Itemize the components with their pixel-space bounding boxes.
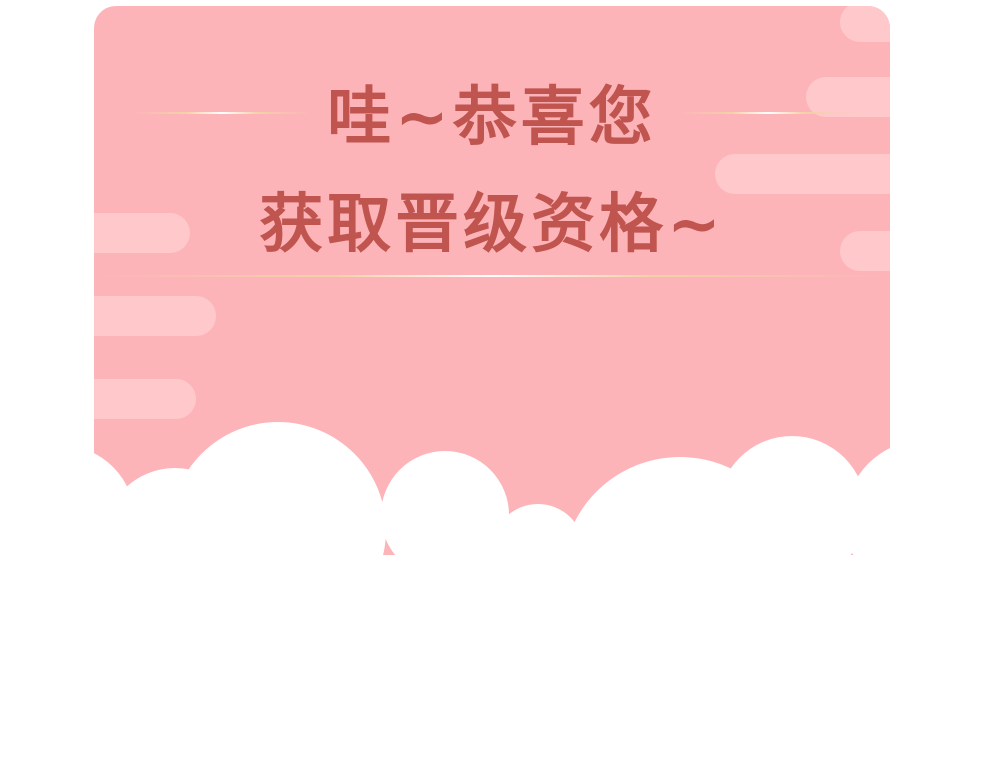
cloud-base [0,555,981,782]
title-right-divider [680,112,856,114]
title-left-divider [134,112,310,114]
decor-streak [840,231,890,271]
decor-streak [94,379,196,419]
decor-streak [806,77,890,117]
decor-streak [715,154,890,194]
decor-streak [94,296,216,336]
congrats-card: 哇~恭喜您 获取晋级资格~ [94,6,890,566]
congrats-title: 哇~恭喜您 [327,81,657,155]
decor-streak [94,213,190,253]
decor-streak [840,6,890,42]
congrats-subtitle: 获取晋级资格~ [259,188,725,262]
title-bottom-divider [102,275,882,277]
